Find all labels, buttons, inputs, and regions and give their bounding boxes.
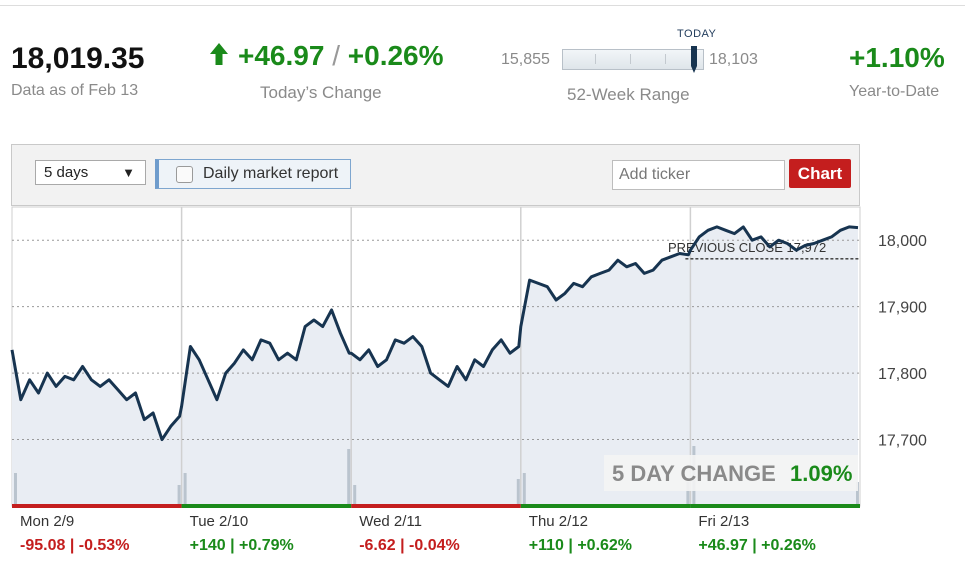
up-arrow-icon	[210, 43, 228, 65]
day-direction-bar	[351, 504, 521, 508]
day-change: +110 | +0.62%	[528, 537, 633, 554]
period-select[interactable]: 5 days ▼	[35, 160, 146, 185]
change-percent: +0.26%	[347, 40, 444, 71]
volume-spike	[347, 449, 351, 506]
volume-spike	[14, 473, 17, 506]
y-tick-label: 17,800	[878, 366, 927, 383]
day-change: -6.62 | -0.04%	[359, 537, 460, 554]
five-day-change-box	[604, 455, 858, 491]
caret-down-icon: ▼	[122, 165, 135, 180]
volume-spike	[353, 485, 357, 506]
range-marker-icon	[691, 46, 698, 73]
change-points: +46.97	[238, 40, 325, 71]
day-direction-bar	[12, 504, 182, 508]
y-tick-label: 18,000	[878, 233, 927, 250]
daily-report-toggle[interactable]: Daily market report	[155, 159, 351, 189]
volume-spike	[522, 473, 526, 506]
range-bar	[562, 49, 704, 70]
day-label: Tue 2/10	[189, 513, 249, 530]
ticker-input[interactable]	[612, 160, 785, 190]
period-select-value: 5 days	[44, 164, 89, 181]
index-price: 18,019.35	[11, 42, 145, 75]
day-label: Mon 2/9	[20, 513, 75, 530]
range-marker-label: TODAY	[677, 28, 717, 40]
todays-change: +46.97 / +0.26%	[208, 40, 444, 72]
change-separator: /	[332, 40, 340, 71]
checkbox-icon[interactable]	[176, 166, 193, 183]
day-label: Fri 2/13	[698, 513, 750, 530]
day-label: Thu 2/12	[528, 513, 589, 530]
top-divider	[0, 5, 965, 6]
volume-spike	[856, 482, 859, 506]
price-area	[12, 226, 858, 506]
volume-spike	[686, 482, 690, 506]
day-direction-bar	[181, 504, 352, 508]
volume-spike	[183, 473, 187, 506]
ytd-change: +1.10%	[849, 42, 945, 73]
day-direction-bar	[690, 504, 860, 508]
day-label: Wed 2/11	[359, 513, 423, 530]
five-day-change-label: 5 DAY CHANGE	[612, 461, 776, 486]
y-tick-label: 17,700	[878, 433, 927, 450]
day-change: -95.08 | -0.53%	[20, 537, 130, 554]
price-line	[10, 225, 859, 442]
day-change: +140 | +0.79%	[189, 537, 294, 554]
volume-spike	[177, 485, 181, 506]
ytd-label: Year-to-Date	[849, 83, 940, 100]
five-day-change-value: 1.09%	[790, 461, 852, 486]
chart-button[interactable]: Chart	[789, 159, 851, 188]
volume-spike	[516, 479, 520, 506]
range-label: 52-Week Range	[567, 85, 690, 104]
day-change: +46.97 | +0.26%	[698, 537, 816, 554]
range-low: 15,855	[501, 51, 550, 68]
daily-report-label: Daily market report	[203, 165, 339, 182]
range-high: 18,103	[709, 51, 758, 68]
y-tick-label: 17,900	[878, 300, 927, 317]
change-label: Today’s Change	[260, 83, 382, 102]
day-direction-bar	[520, 504, 691, 508]
price-date-label: Data as of Feb 13	[11, 82, 139, 99]
